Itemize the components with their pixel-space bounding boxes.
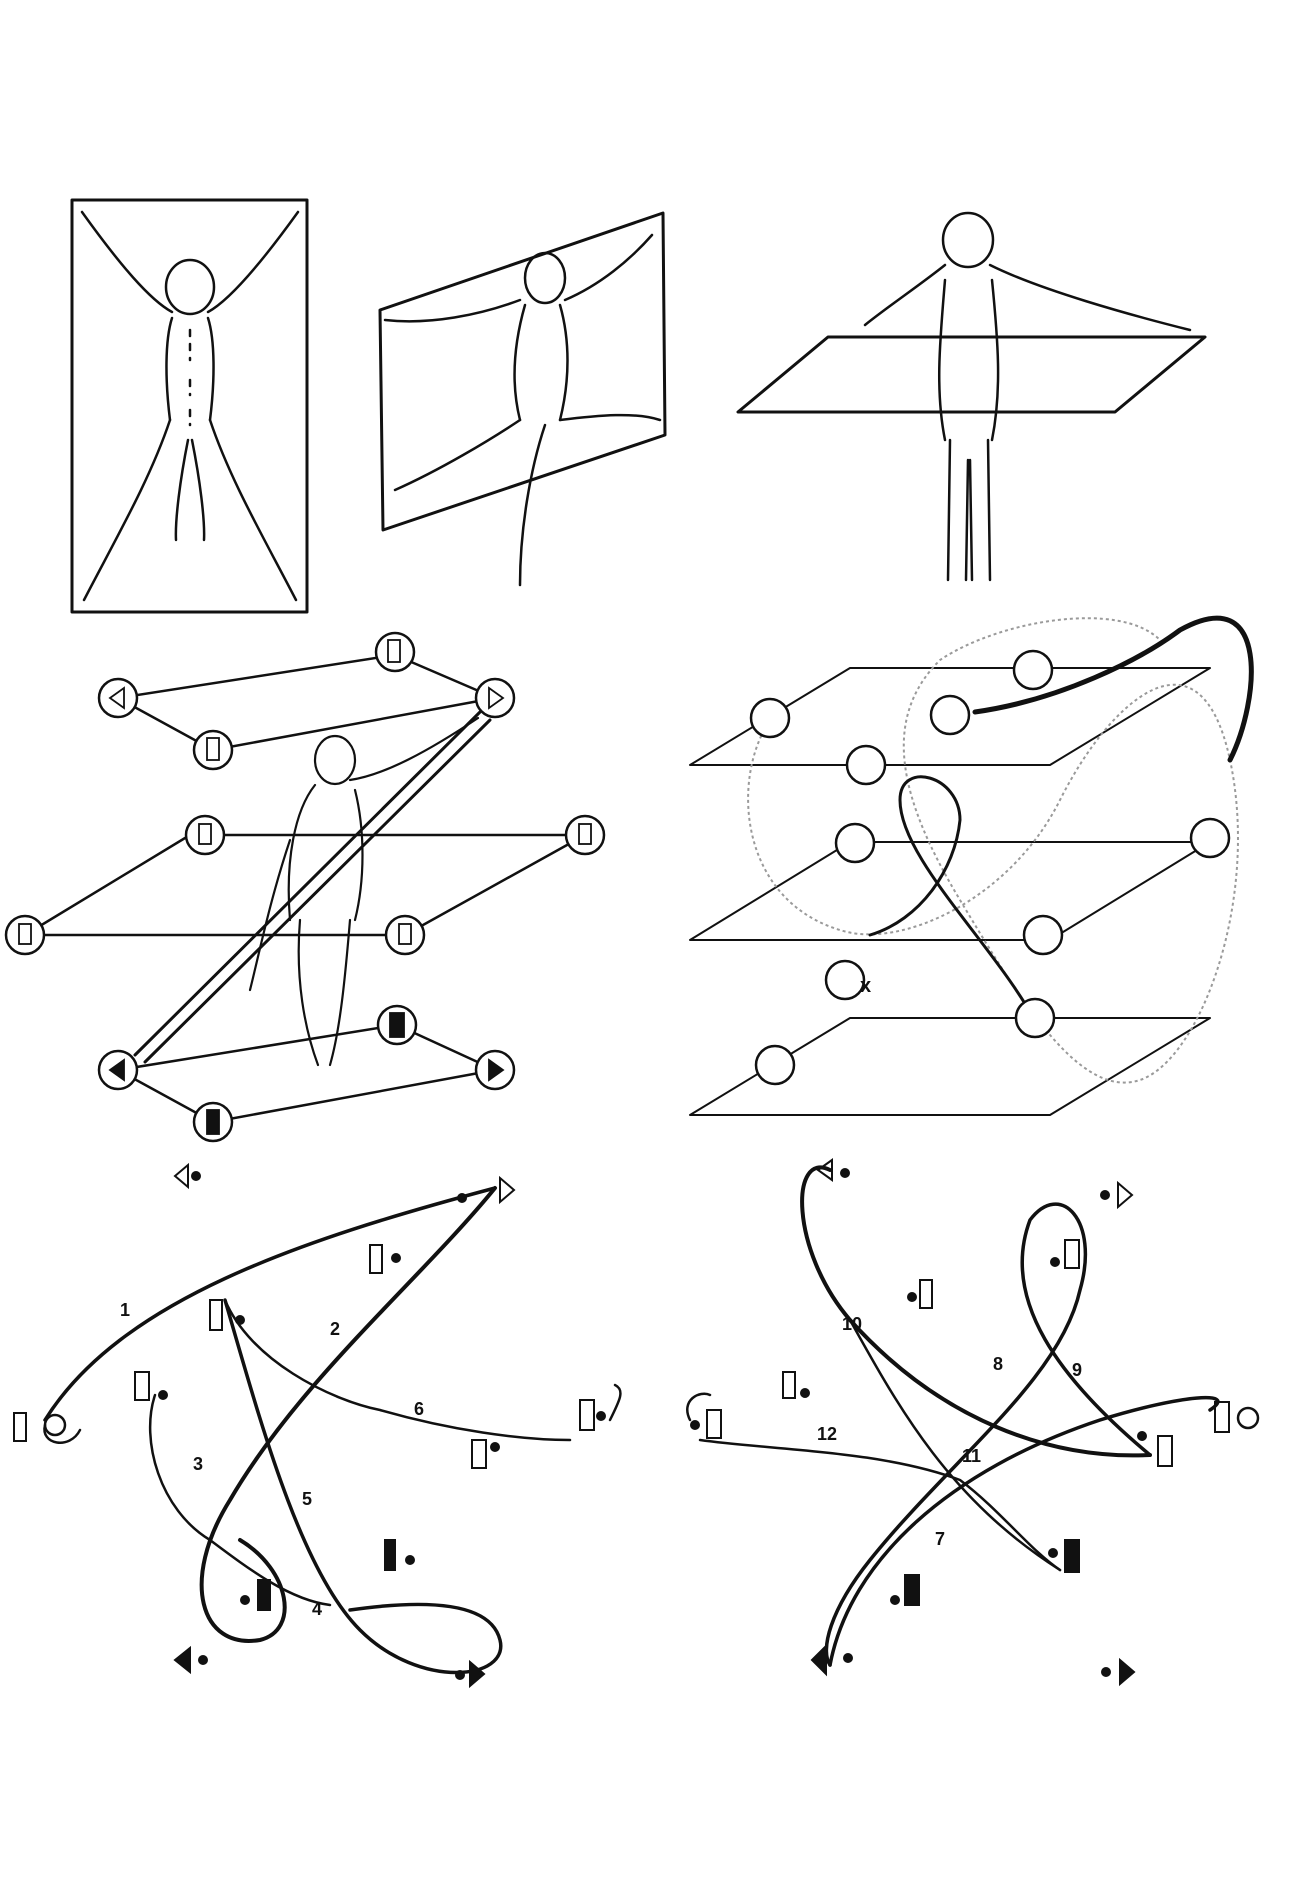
trace-curve-bold — [972, 615, 1254, 763]
trace-curve-loop — [868, 775, 1042, 1032]
direction-symbol-icon — [845, 744, 887, 786]
svg-text:8: 8 — [993, 1354, 1003, 1374]
direction-symbol-icon — [1022, 914, 1064, 956]
direction-symbol-marks-left — [18, 639, 592, 1135]
direction-symbol-icon — [374, 631, 416, 673]
svg-text:12: 12 — [817, 1424, 837, 1444]
svg-text:11: 11 — [962, 1446, 981, 1466]
direction-symbol-icon — [384, 914, 426, 956]
panel-trace-right: 7 8 9 10 11 12 — [686, 1158, 1260, 1687]
trace-number-labels-right: 7 8 9 10 11 12 — [817, 1314, 1082, 1549]
panel-horizontal-plane — [736, 211, 1207, 582]
direction-glyphs-right — [690, 1158, 1230, 1687]
figure-arms-out-pose — [863, 211, 1192, 582]
x-mark: x — [860, 975, 871, 997]
svg-text:6: 6 — [414, 1399, 424, 1419]
panel-vertical-plane — [70, 198, 309, 614]
direction-symbol-icon — [754, 1044, 796, 1086]
figure-lunge-pose — [383, 233, 662, 587]
svg-text:10: 10 — [842, 1314, 862, 1334]
svg-text:5: 5 — [302, 1489, 312, 1509]
pencil-trace-loop — [747, 617, 1239, 1084]
direction-symbol-icon — [834, 822, 876, 864]
svg-text:7: 7 — [935, 1529, 945, 1549]
direction-symbol-icon — [192, 729, 234, 771]
svg-text:2: 2 — [330, 1319, 340, 1339]
svg-text:4: 4 — [312, 1599, 322, 1619]
figure-diagonal-reach — [248, 716, 480, 1067]
panel-sagittal-plane — [378, 211, 667, 587]
panel-trace-left: 1 2 3 4 5 6 — [13, 1162, 622, 1689]
direction-symbol-icon — [1012, 649, 1054, 691]
door-plane-rect — [70, 198, 309, 614]
direction-symbol-icon — [1189, 817, 1231, 859]
direction-symbol-icon — [929, 694, 971, 736]
wheel-plane-parallelogram — [378, 211, 667, 532]
direction-symbol-icon — [97, 677, 139, 719]
table-plane-parallelogram — [736, 335, 1207, 414]
direction-symbol-icon — [824, 959, 866, 1001]
direction-symbol-icon — [564, 814, 606, 856]
svg-text:3: 3 — [193, 1454, 203, 1474]
figure-x-pose — [80, 210, 300, 602]
direction-symbol-icon — [184, 814, 226, 856]
panel-icosahedron-figure — [4, 631, 606, 1143]
direction-symbols-right — [749, 649, 1231, 1086]
direction-symbol-icon — [4, 914, 46, 956]
trace-number-labels-left: 1 2 3 4 5 6 — [120, 1300, 424, 1619]
direction-symbol-icon — [1014, 997, 1056, 1039]
direction-symbol-icon — [474, 677, 516, 719]
svg-text:9: 9 — [1072, 1360, 1082, 1380]
direction-symbols-left — [4, 631, 606, 1143]
direction-symbol-icon — [749, 697, 791, 739]
panel-icosahedron-trace: x — [689, 615, 1254, 1116]
trace-curves-left — [43, 1186, 622, 1675]
direction-glyphs-left — [13, 1162, 606, 1689]
trace-curves-right — [686, 1165, 1260, 1667]
svg-text:1: 1 — [120, 1300, 130, 1320]
